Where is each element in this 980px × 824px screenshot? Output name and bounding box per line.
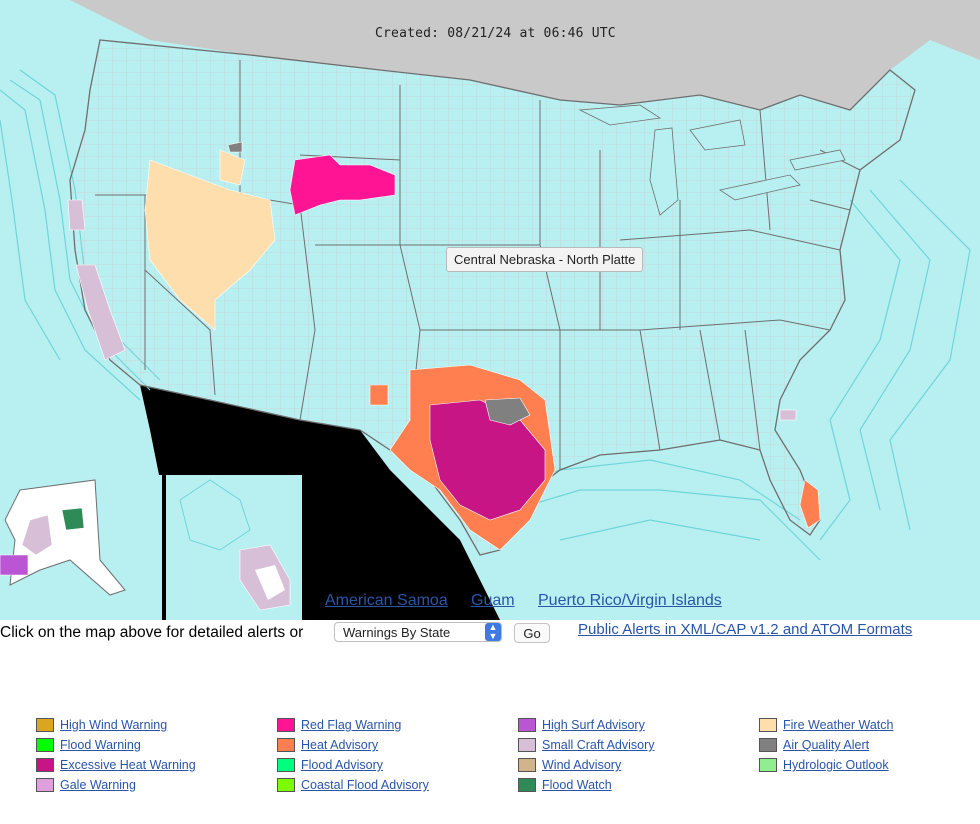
map-controls: Click on the map above for detailed aler… — [0, 620, 980, 660]
legend-swatch — [277, 718, 295, 732]
air-quality-alert-regions[interactable] — [227, 141, 531, 426]
red-flag-warning-regions[interactable] — [289, 154, 396, 216]
legend-link[interactable]: Heat Advisory — [301, 738, 379, 752]
legend-swatch — [518, 758, 536, 772]
legend-swatch — [277, 738, 295, 752]
small-craft-advisory-regions[interactable] — [67, 199, 797, 421]
warnings-select[interactable]: Warnings By State ▲ ▼ — [334, 622, 502, 642]
legend-item: Fire Weather Watch — [759, 716, 893, 734]
select-arrows-icon: ▲ ▼ — [485, 623, 501, 641]
legend-link[interactable]: Flood Watch — [542, 778, 612, 792]
legend-item: High Wind Warning — [36, 716, 167, 734]
legend-link[interactable]: Fire Weather Watch — [783, 718, 894, 732]
puerto-rico-link[interactable]: Puerto Rico/Virgin Islands — [538, 592, 722, 609]
legend-item: Flood Warning — [36, 736, 141, 754]
legend-link[interactable]: Small Craft Advisory — [542, 738, 655, 752]
great-lakes — [578, 104, 846, 216]
legend-item: Red Flag Warning — [277, 716, 401, 734]
go-button[interactable]: Go — [514, 623, 550, 643]
legend-swatch — [518, 718, 536, 732]
legend-link[interactable]: Wind Advisory — [542, 758, 622, 772]
legend-swatch — [36, 778, 54, 792]
legend-item: Small Craft Advisory — [518, 736, 655, 754]
legend-swatch — [277, 778, 295, 792]
guam-link[interactable]: Guam — [471, 592, 515, 609]
legend-item: Heat Advisory — [277, 736, 378, 754]
legend-swatch — [759, 758, 777, 772]
alaska-inset[interactable] — [0, 475, 162, 620]
instruction-text: Click on the map above for detailed aler… — [0, 624, 304, 641]
warnings-select-value: Warnings By State — [343, 625, 451, 640]
canada-region — [70, 0, 980, 110]
legend-item: Coastal Flood Advisory — [277, 776, 429, 794]
legend-swatch — [759, 738, 777, 752]
xml-cap-link[interactable]: Public Alerts in XML/CAP v1.2 and ATOM F… — [578, 621, 913, 638]
legend-link[interactable]: Excessive Heat Warning — [60, 758, 196, 772]
legend-item: Flood Advisory — [277, 756, 383, 774]
legend-link[interactable]: Hydrologic Outlook — [783, 758, 889, 772]
legend-link[interactable]: Red Flag Warning — [301, 718, 402, 732]
zone-tooltip: Central Nebraska - North Platte — [446, 247, 644, 272]
us-land[interactable] — [70, 40, 915, 555]
legend-link[interactable]: Flood Warning — [60, 738, 141, 752]
fire-weather-watch-regions[interactable] — [144, 149, 276, 331]
legend-item: Excessive Heat Warning — [36, 756, 196, 774]
alerts-map[interactable]: Created: 08/21/24 at 06:46 UTC Central N… — [0, 0, 980, 620]
legend-link[interactable]: Air Quality Alert — [783, 738, 870, 752]
map-canvas[interactable] — [0, 0, 980, 620]
legend-item: Hydrologic Outlook — [759, 756, 889, 774]
legend-swatch — [36, 758, 54, 772]
legend-swatch — [518, 778, 536, 792]
legend-link[interactable]: Gale Warning — [60, 778, 136, 792]
legend-item: Wind Advisory — [518, 756, 621, 774]
legend-link[interactable]: High Surf Advisory — [542, 718, 645, 732]
legend-swatch — [36, 738, 54, 752]
legend-swatch — [277, 758, 295, 772]
legend-swatch — [759, 718, 777, 732]
legend-item: Flood Watch — [518, 776, 612, 794]
legend-swatch — [36, 718, 54, 732]
legend-swatch — [518, 738, 536, 752]
american-samoa-link[interactable]: American Samoa — [325, 592, 448, 609]
legend-item: High Surf Advisory — [518, 716, 645, 734]
legend-item: Air Quality Alert — [759, 736, 869, 754]
created-timestamp: Created: 08/21/24 at 06:46 UTC — [375, 26, 616, 41]
legend-link[interactable]: Flood Advisory — [301, 758, 383, 772]
legend-link[interactable]: Coastal Flood Advisory — [301, 778, 429, 792]
hawaii-inset[interactable] — [166, 475, 302, 620]
legend-item: Gale Warning — [36, 776, 136, 794]
legend-link[interactable]: High Wind Warning — [60, 718, 168, 732]
